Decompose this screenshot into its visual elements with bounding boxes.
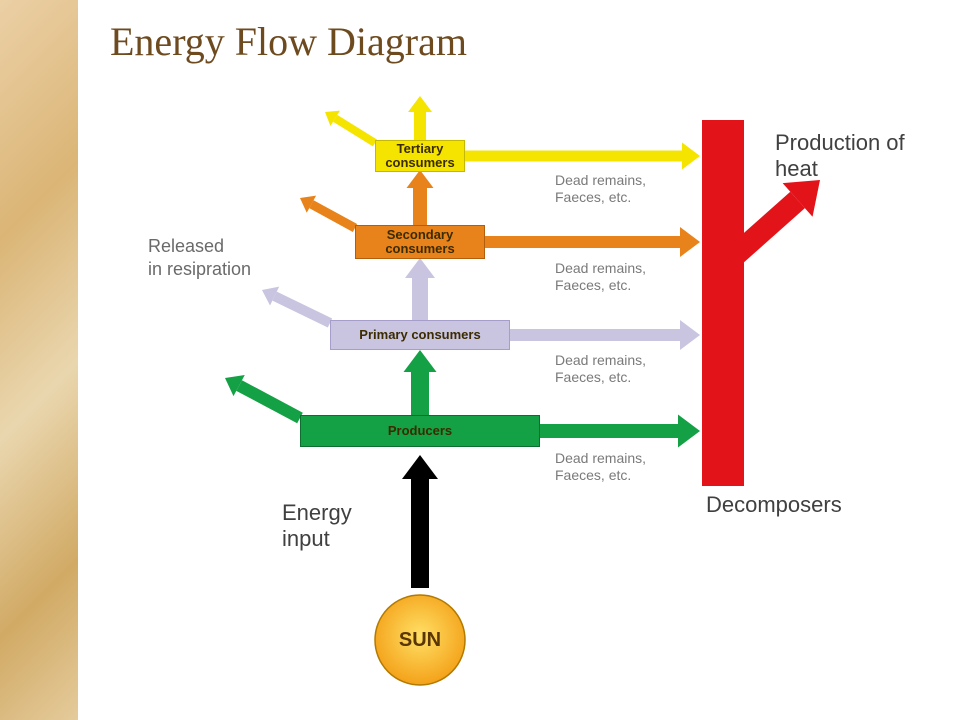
primary-to-decomposer-arrow-head: [680, 320, 700, 350]
dead-remains-label-3: Dead remains, Faeces, etc.: [555, 172, 646, 206]
secondary-loss-arrow-shaft: [311, 204, 355, 228]
producers-box: Producers: [300, 415, 540, 447]
dead-remains-label-1: Dead remains, Faeces, etc.: [555, 352, 646, 386]
tertiary-loss-arrow-shaft: [335, 118, 375, 143]
producers-up-arrow-head: [404, 350, 437, 372]
tertiary-to-decomposer-arrow-head: [682, 143, 700, 170]
tertiary-box: Tertiary consumers: [375, 140, 465, 172]
primary-up-arrow-head: [405, 258, 435, 278]
secondary-up-arrow-head: [407, 170, 434, 188]
decomposer-bar: [702, 120, 744, 486]
energy-input-label: Energy input: [282, 500, 352, 553]
energy-input-arrow-head: [402, 455, 438, 479]
dead-remains-label-0: Dead remains, Faeces, etc.: [555, 450, 646, 484]
secondary-to-decomposer-arrow-head: [680, 227, 700, 257]
producers-to-decomposer-arrow-head: [678, 415, 700, 448]
decomposers-label: Decomposers: [706, 492, 842, 518]
producers-loss-arrow-shaft: [239, 386, 300, 418]
tertiary-up-arrow-head: [408, 96, 432, 112]
released-in-respiration-label: Released in resipration: [148, 235, 251, 280]
primary-box: Primary consumers: [330, 320, 510, 350]
sun-label: SUN: [375, 595, 465, 685]
secondary-box: Secondary consumers: [355, 225, 485, 259]
primary-loss-arrow-shaft: [275, 296, 330, 323]
energy-flow-diagram-svg: [0, 0, 960, 720]
production-of-heat-label: Production of heat: [775, 130, 905, 183]
dead-remains-label-2: Dead remains, Faeces, etc.: [555, 260, 646, 294]
